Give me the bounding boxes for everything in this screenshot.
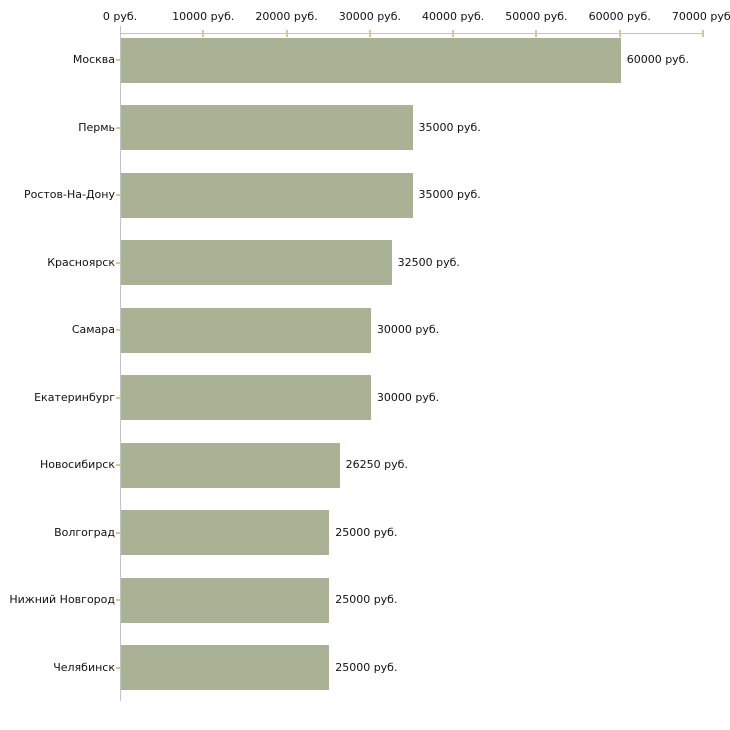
y-axis-tick [116, 261, 121, 264]
y-axis-tick [116, 396, 121, 399]
x-axis-tick [202, 30, 205, 37]
y-axis-tick [116, 464, 121, 466]
y-axis-tick [116, 126, 121, 129]
bar [121, 577, 330, 623]
x-axis-tick-label: 70000 руб. [671, 10, 730, 23]
x-axis-tick [535, 30, 538, 37]
y-axis-tick [116, 531, 121, 534]
category-label: Нижний Новгород [9, 593, 115, 606]
bar [121, 442, 340, 488]
category-label: Челябинск [53, 660, 115, 674]
y-axis-tick [116, 329, 121, 331]
value-label: 25000 руб. [335, 525, 398, 539]
x-axis-tick [368, 30, 371, 37]
value-label: 25000 руб. [335, 660, 398, 674]
x-axis-tick-label: 30000 руб. [338, 10, 401, 23]
x-axis-tick [452, 30, 455, 37]
bar [121, 105, 413, 150]
category-label: Красноярск [47, 255, 115, 269]
value-label: 60000 руб. [626, 53, 689, 66]
category-label: Москва [72, 53, 115, 66]
category-label: Пермь [78, 120, 115, 134]
x-axis-tick-label: 0 руб. [102, 10, 138, 23]
x-axis-tick [618, 30, 621, 37]
bar [121, 37, 621, 83]
value-label: 25000 руб. [335, 593, 398, 606]
bar [121, 307, 371, 353]
category-label: Волгоград [54, 525, 115, 539]
y-axis-tick [116, 194, 121, 196]
value-label: 26250 руб. [345, 458, 408, 471]
y-axis-line [120, 26, 121, 701]
y-axis-tick [116, 59, 121, 61]
bar [121, 645, 330, 690]
bar [121, 172, 413, 218]
category-label: Ростов-На-Дону [23, 188, 115, 201]
value-label: 35000 руб. [418, 188, 481, 201]
category-label: Новосибирск [39, 458, 115, 471]
x-axis-tick-label: 60000 руб. [588, 10, 651, 23]
x-axis-line [120, 33, 704, 34]
bar [121, 510, 330, 555]
bar [121, 240, 392, 285]
x-axis-tick [285, 30, 288, 37]
x-axis-tick-label: 50000 руб. [505, 10, 568, 23]
value-label: 32500 руб. [397, 255, 460, 269]
value-label: 30000 руб. [376, 390, 440, 404]
y-axis-tick [116, 599, 121, 601]
y-axis-tick [116, 666, 121, 669]
x-axis-tick-label: 10000 руб. [172, 10, 235, 23]
value-label: 30000 руб. [376, 323, 440, 336]
value-label: 35000 руб. [418, 120, 481, 134]
bar [121, 375, 371, 420]
category-label: Екатеринбург [34, 390, 115, 404]
x-axis-tick-label: 40000 руб. [422, 10, 485, 23]
category-label: Самара [71, 323, 115, 336]
x-axis-tick-label: 20000 руб. [255, 10, 318, 23]
x-axis-tick [702, 30, 704, 37]
